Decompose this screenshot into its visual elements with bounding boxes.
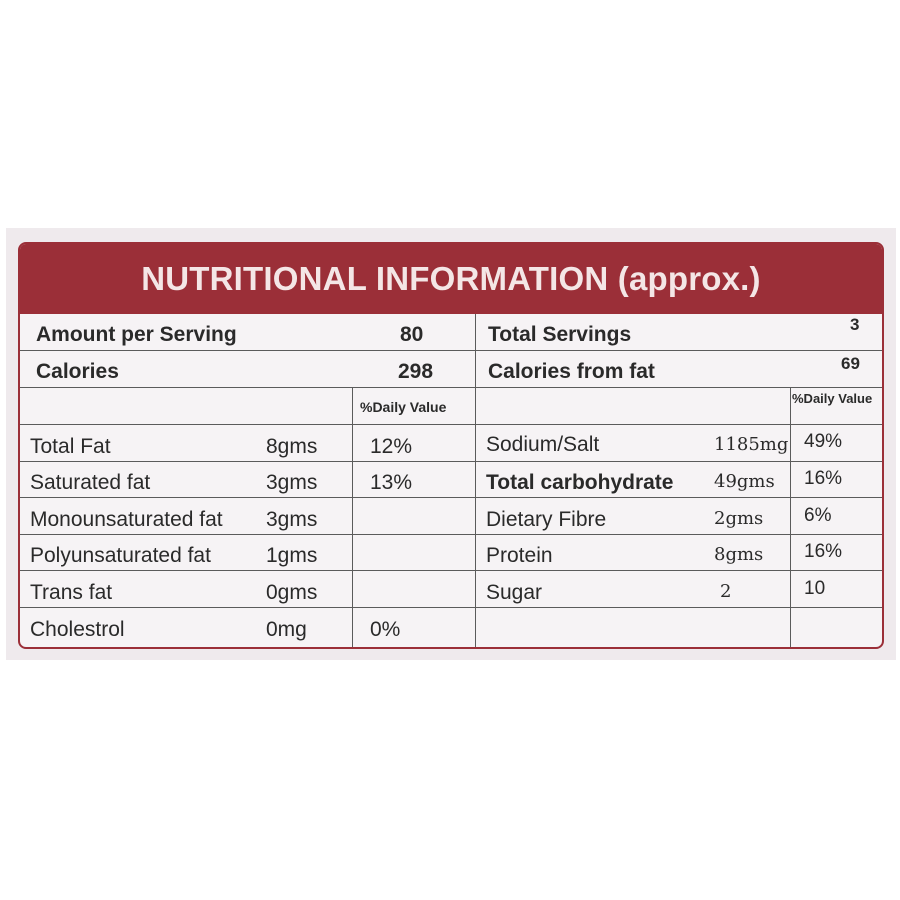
amount-per-serving-value: 80 [400, 323, 424, 346]
nutrient-name: Cholestrol [30, 618, 125, 641]
calories-from-fat-label: Calories from fat [488, 360, 655, 383]
nutrient-amount: 2 [720, 581, 732, 602]
calories-label: Calories [36, 360, 119, 383]
nutrient-amount: 0gms [266, 581, 318, 604]
nutrient-daily-value: 10 [804, 578, 826, 599]
nutrient-amount: 0mg [266, 618, 307, 641]
label-title: NUTRITIONAL INFORMATION (approx.) [141, 260, 761, 297]
total-servings-value: 3 [850, 315, 860, 334]
row-divider [20, 350, 882, 351]
nutrient-amount: 49gms [714, 471, 775, 492]
calories-from-fat-value: 69 [841, 354, 860, 373]
nutrient-name: Protein [486, 544, 553, 567]
nutrient-name: Monounsaturated fat [30, 508, 223, 531]
row-divider [20, 497, 882, 498]
nutrient-name: Total carbohydrate [486, 471, 674, 494]
title-banner: NUTRITIONAL INFORMATION (approx.) [20, 244, 882, 314]
nutrient-daily-value: 12% [370, 435, 413, 458]
nutrient-name: Total Fat [30, 435, 111, 458]
center-divider [475, 314, 476, 647]
nutrient-amount: 1gms [266, 544, 318, 567]
nutrient-name: Polyunsaturated fat [30, 544, 211, 567]
right-dv-divider [790, 387, 791, 647]
nutrient-amount: 3gms [266, 508, 318, 531]
nutrient-name: Sodium/Salt [486, 433, 600, 456]
nutrient-amount: 3gms [266, 471, 318, 494]
nutrient-daily-value: 6% [804, 505, 832, 526]
nutrient-name: Saturated fat [30, 471, 151, 494]
nutrient-name: Dietary Fibre [486, 508, 607, 531]
calories-value: 298 [398, 360, 434, 383]
row-divider [20, 424, 882, 425]
row-divider [20, 534, 882, 535]
left-daily-value-header: %Daily Value [360, 399, 447, 415]
amount-per-serving-label: Amount per Serving [36, 323, 237, 346]
nutrition-label: NUTRITIONAL INFORMATION (approx.) Amount… [18, 242, 884, 649]
nutrient-amount: 1185mg [714, 434, 789, 455]
row-divider [20, 607, 882, 608]
nutrient-name: Sugar [486, 581, 543, 604]
nutrient-daily-value: 49% [804, 431, 843, 452]
row-divider [20, 461, 882, 462]
nutrient-daily-value: 13% [370, 471, 413, 494]
row-divider [20, 387, 882, 388]
nutrient-name: Trans fat [30, 581, 113, 604]
nutrient-amount: 2gms [714, 508, 764, 529]
nutrient-daily-value: 0% [370, 618, 401, 641]
nutrient-amount: 8gms [714, 544, 764, 565]
row-divider [20, 570, 882, 571]
nutrient-amount: 8gms [266, 435, 318, 458]
right-daily-value-header: %Daily Value [792, 391, 873, 406]
nutrient-daily-value: 16% [804, 541, 843, 562]
nutrient-daily-value: 16% [804, 468, 843, 489]
total-servings-label: Total Servings [488, 323, 632, 346]
left-dv-divider [352, 387, 353, 647]
